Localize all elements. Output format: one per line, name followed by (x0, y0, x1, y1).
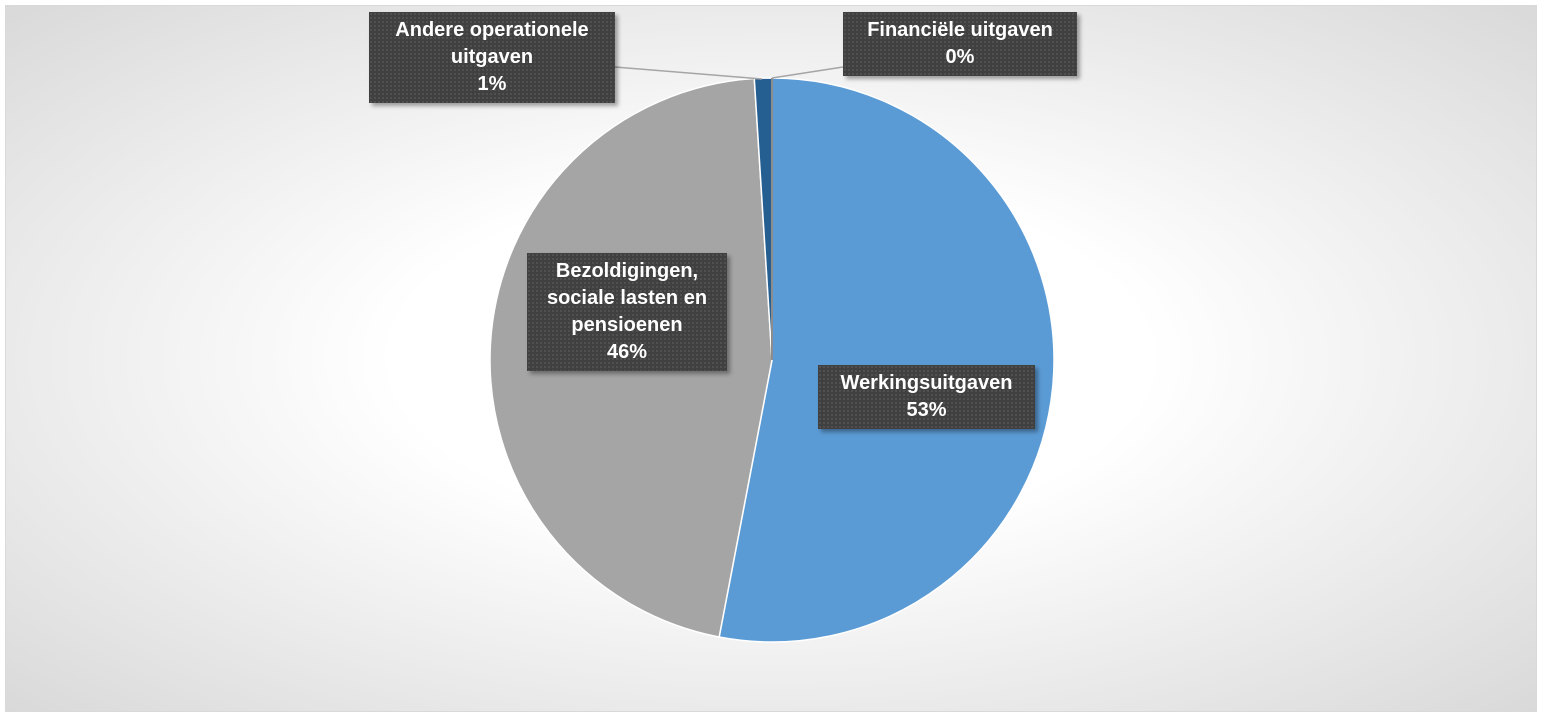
leader-line (614, 66, 763, 80)
data-label: Andere operationele uitgaven 1% (369, 12, 615, 103)
value-label: 46% (606, 341, 648, 363)
category-label: Bezoldigingen, sociale lasten en pensioe… (546, 260, 708, 336)
data-label: Werkingsuitgaven 53% (818, 365, 1035, 429)
value-label: 0% (945, 46, 975, 68)
category-label: Andere operationele uitgaven (395, 19, 589, 68)
leader-line (771, 66, 844, 79)
category-label: Werkingsuitgaven (840, 372, 1013, 394)
value-label: 53% (906, 399, 947, 421)
pie-slice (718, 77, 1055, 643)
data-label: Financiële uitgaven 0% (843, 12, 1077, 76)
data-label: Bezoldigingen, sociale lasten en pensioe… (527, 253, 727, 371)
value-label: 1% (477, 73, 507, 95)
category-label: Financiële uitgaven (867, 19, 1053, 41)
